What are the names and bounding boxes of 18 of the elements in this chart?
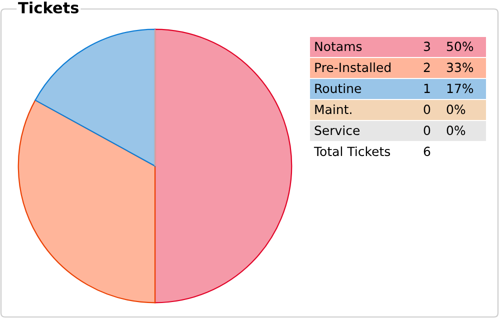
- text: 1: [424, 84, 430, 93]
- text: 0%: [446, 126, 466, 136]
- text: 50%: [446, 42, 474, 52]
- text: 6: [424, 146, 430, 156]
- legend-label: Pre-Installed: [315, 62, 390, 72]
- text: 17%: [447, 84, 474, 94]
- text: 0%: [446, 104, 466, 114]
- text: 33%: [446, 62, 474, 72]
- legend-label: Maint.: [315, 104, 352, 114]
- chart-title: Tickets: [18, 2, 79, 14]
- text: 0: [424, 126, 430, 136]
- text: 2: [424, 62, 430, 72]
- text: 0: [424, 104, 430, 114]
- text: Total Tickets: [314, 146, 390, 156]
- legend-label: Service: [314, 125, 360, 136]
- legend-label: Notams: [315, 42, 362, 52]
- legend-label: Routine: [315, 83, 362, 94]
- text: 3: [424, 42, 430, 52]
